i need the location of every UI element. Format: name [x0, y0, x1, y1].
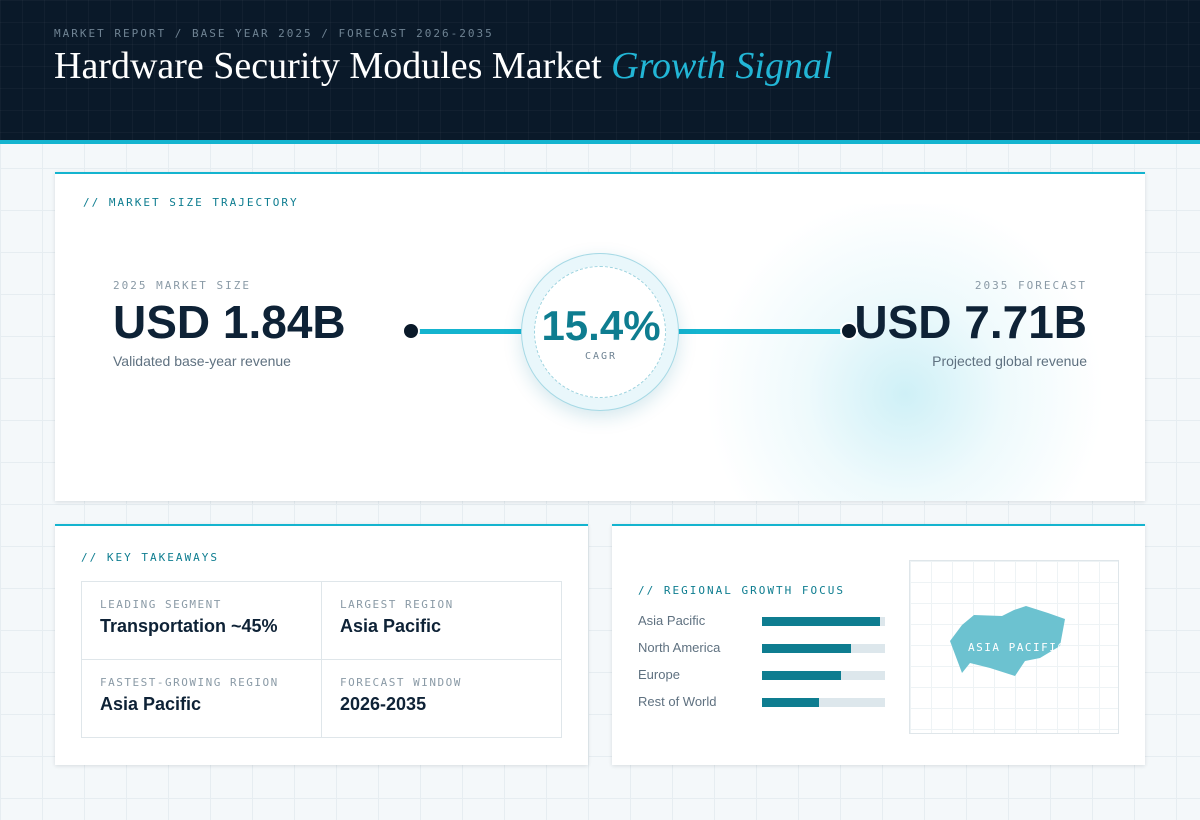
region-map: ASIA PACIFIC	[909, 560, 1119, 734]
page-title: Hardware Security Modules Market Growth …	[54, 44, 833, 88]
start-metric-value: USD 1.84B	[113, 296, 346, 348]
start-metric-label: 2025 MARKET SIZE	[113, 279, 251, 292]
start-point-marker	[402, 322, 420, 340]
regional-section-label: // REGIONAL GROWTH FOCUS	[638, 584, 845, 597]
region-name: Rest of World	[638, 694, 717, 709]
cagr-badge-inner	[534, 266, 666, 398]
takeaway-largest-region: LARGEST REGION Asia Pacific	[322, 582, 562, 660]
region-bar-rest-of-world: Rest of World	[638, 693, 888, 711]
takeaway-value: 2026-2035	[340, 694, 427, 714]
cagr-badge: 15.4% CAGR	[521, 253, 679, 411]
asia-pacific-map-shape	[950, 606, 1065, 676]
start-metric-sub: Validated base-year revenue	[113, 353, 291, 369]
regional-growth-card: // REGIONAL GROWTH FOCUS Asia Pacific No…	[612, 524, 1145, 765]
region-bar-fill	[762, 617, 881, 626]
end-metric-value: USD 7.71B	[854, 296, 1087, 348]
report-header: MARKET REPORT / BASE YEAR 2025 / FORECAS…	[0, 0, 1200, 144]
region-name: North America	[638, 640, 721, 655]
region-bar-fill	[762, 698, 819, 707]
region-bar-track	[762, 617, 885, 626]
takeaway-leading-segment: LEADING SEGMENT Transportation ~45%	[82, 582, 322, 660]
takeaway-value: Asia Pacific	[100, 694, 202, 714]
map-region-label: ASIA PACIFIC	[968, 641, 1066, 654]
takeaway-key: FORECAST WINDOW	[340, 676, 462, 689]
page-title-accent: Growth Signal	[611, 45, 833, 87]
end-metric-label: 2035 FORECAST	[974, 279, 1087, 292]
cagr-value: 15.4%	[541, 302, 661, 349]
region-bar-track	[762, 698, 885, 707]
end-metric-sub: Projected global revenue	[932, 353, 1087, 369]
breadcrumb: MARKET REPORT / BASE YEAR 2025 / FORECAS…	[54, 27, 494, 40]
region-bar-asia-pacific: Asia Pacific	[638, 612, 888, 630]
region-bar-fill	[762, 671, 841, 680]
key-takeaways-card: // KEY TAKEAWAYS LEADING SEGMENT Transpo…	[55, 524, 588, 765]
takeaways-section-label: // KEY TAKEAWAYS	[81, 551, 219, 564]
page-title-main: Hardware Security Modules Market	[54, 45, 602, 87]
takeaway-fastest-growing-region: FASTEST-GROWING REGION Asia Pacific	[82, 660, 322, 738]
takeaway-value: Asia Pacific	[340, 616, 442, 636]
takeaway-forecast-window: FORECAST WINDOW 2026-2035	[322, 660, 562, 738]
region-bar-fill	[762, 644, 851, 653]
region-bar-track	[762, 644, 885, 653]
region-bar-europe: Europe	[638, 666, 888, 684]
end-point-marker	[840, 322, 858, 340]
grid-divider-horizontal	[82, 659, 561, 660]
region-name: Europe	[638, 667, 680, 682]
trajectory-line-left	[412, 329, 524, 334]
region-name: Asia Pacific	[638, 613, 706, 628]
forecast-glow	[695, 204, 1115, 501]
takeaway-key: FASTEST-GROWING REGION	[100, 676, 279, 689]
takeaway-key: LEADING SEGMENT	[100, 598, 222, 611]
takeaways-grid: LEADING SEGMENT Transportation ~45% LARG…	[81, 581, 562, 738]
trajectory-line-right	[675, 329, 850, 334]
market-size-trajectory-card: // MARKET SIZE TRAJECTORY 2025 MARKET SI…	[55, 172, 1145, 501]
region-bar-track	[762, 671, 885, 680]
trajectory-section-label: // MARKET SIZE TRAJECTORY	[83, 196, 299, 209]
takeaway-key: LARGEST REGION	[340, 598, 454, 611]
region-bar-north-america: North America	[638, 639, 888, 657]
cagr-label: CAGR	[584, 351, 618, 362]
takeaway-value: Transportation ~45%	[100, 616, 278, 636]
